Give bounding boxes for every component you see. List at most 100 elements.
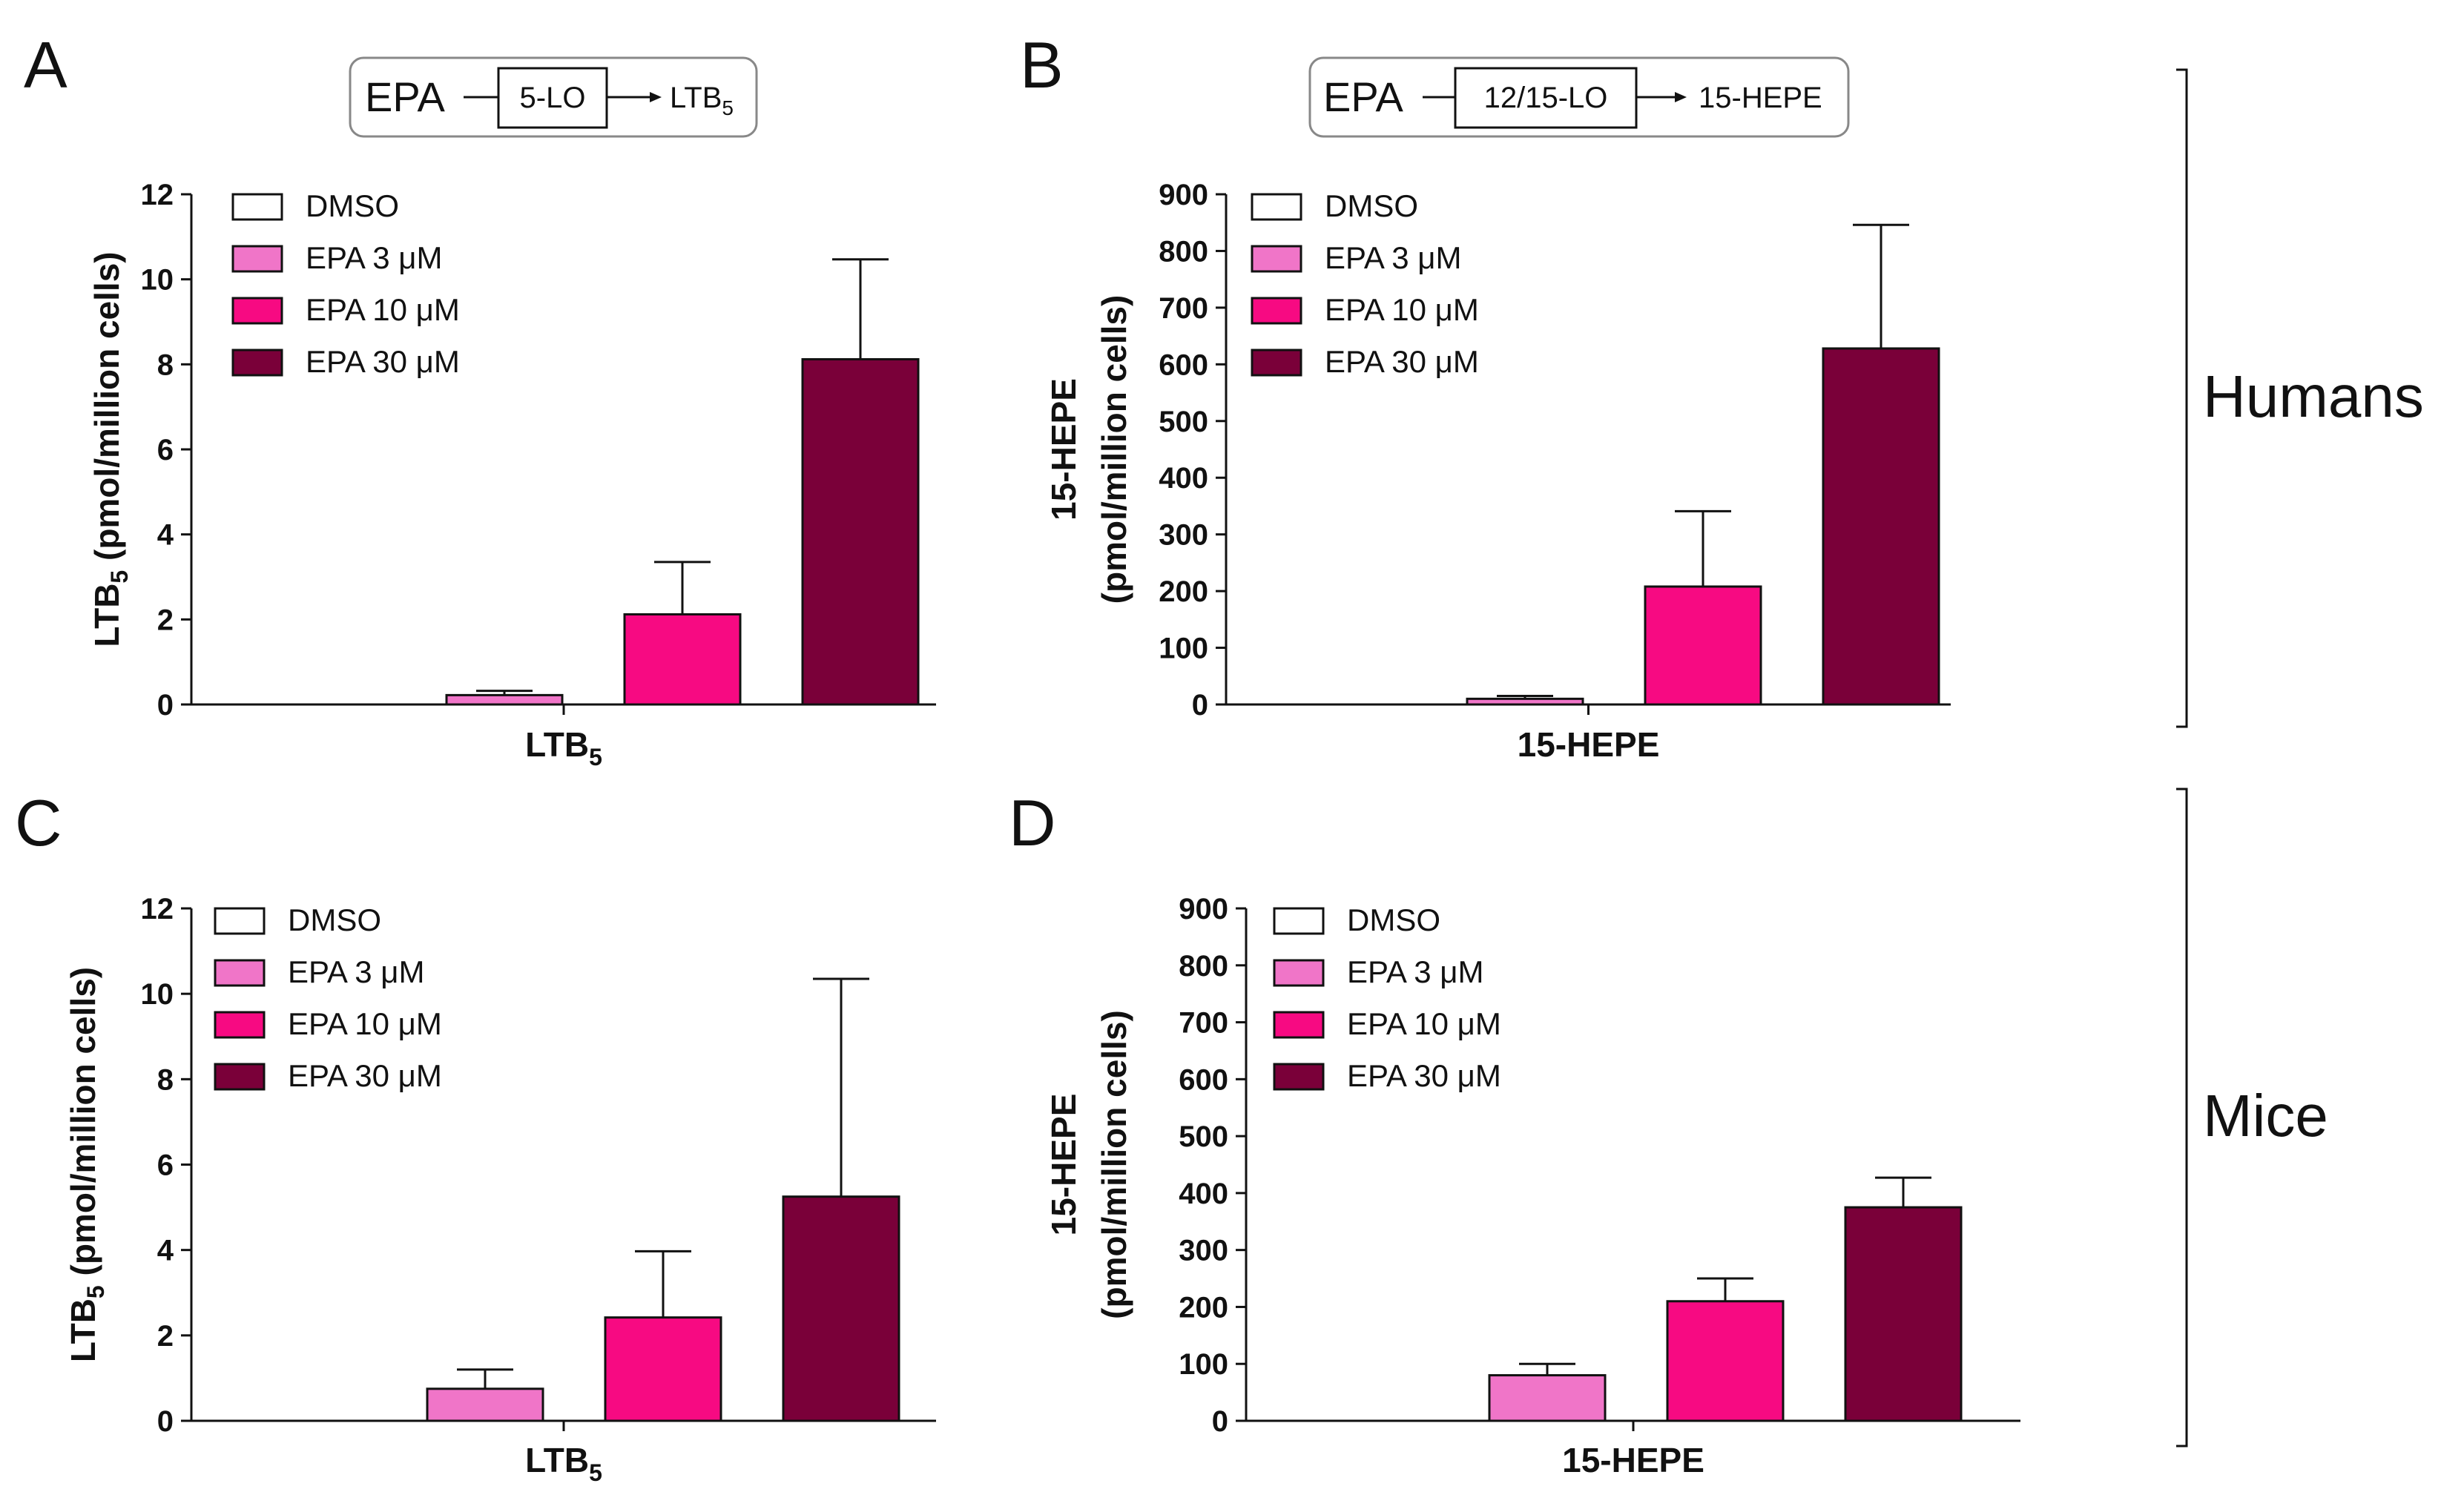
legend-swatch	[1273, 907, 1325, 935]
y-tick-label: 6	[157, 434, 174, 466]
x-axis-label: LTB5	[525, 725, 602, 770]
y-tick-label: 0	[1212, 1405, 1228, 1438]
y-axis-label: 15-HEPE	[1044, 378, 1083, 521]
legend-swatch	[1273, 1011, 1325, 1039]
y-tick-label: 300	[1159, 519, 1208, 552]
legend-label: EPA 3 μM	[1325, 240, 1462, 275]
scheme-a-substrate: EPA	[365, 73, 446, 120]
y-tick-label: 500	[1159, 406, 1208, 438]
legend-swatch	[231, 297, 283, 325]
y-tick-label: 600	[1159, 349, 1208, 381]
chart-panel-b: B 0 100 200 300 400 500 600 700 800 900 15-HEPE 15-H…	[1020, 28, 1951, 764]
legend-swatch	[1251, 193, 1302, 221]
y-axis-label-main: 15-HEPE	[1044, 378, 1083, 521]
legend-swatch	[231, 349, 283, 377]
legend-swatch	[214, 1063, 266, 1091]
y-tick-label: 700	[1179, 1007, 1228, 1040]
y-axis-label: 15-HEPE	[1044, 1094, 1083, 1236]
scheme-b-product: 15-HEPE	[1699, 82, 1822, 114]
y-axis-label-main: (pmol/million cells)	[1095, 295, 1133, 604]
pathway-scheme-b: EPA 12/15-LO 15-HEPE	[1308, 56, 1850, 138]
bar-3	[1844, 1206, 1963, 1422]
y-tick-label: 8	[157, 1063, 174, 1096]
bar-2	[1666, 1300, 1785, 1422]
legend-label: EPA 30 μM	[288, 1058, 442, 1093]
y-axis-label: LTB5 (pmol/million cells)	[88, 251, 133, 647]
y-tick-label: 400	[1159, 462, 1208, 495]
legend-label: EPA 10 μM	[306, 292, 460, 327]
x-axis-label-main: LTB	[525, 1441, 589, 1479]
scheme-a-product-sub: 5	[722, 96, 734, 119]
scheme-b-enzyme: 12/15-LO	[1484, 82, 1608, 114]
panel-letter-b: B	[1020, 28, 1064, 102]
y-axis-label-main: LTB	[64, 1298, 102, 1362]
bar-3	[782, 1195, 900, 1422]
y-axis-label-sub: 5	[82, 1285, 109, 1298]
legend-swatch	[231, 193, 283, 221]
panel-letter-d: D	[1009, 786, 1056, 859]
legend-swatch	[1273, 1063, 1325, 1091]
legend-label: EPA 10 μM	[288, 1006, 442, 1041]
x-axis-label: 15-HEPE	[1562, 1441, 1704, 1479]
bar-2	[604, 1316, 722, 1422]
legend-label: DMSO	[288, 902, 381, 937]
legend-swatch	[1251, 297, 1302, 325]
legend-label: EPA 3 μM	[1347, 954, 1484, 989]
legend-swatch	[1251, 349, 1302, 377]
y-tick-label: 800	[1179, 950, 1228, 983]
legend-label: EPA 3 μM	[288, 954, 425, 989]
bar-2	[1644, 585, 1762, 706]
x-axis-label: 15-HEPE	[1518, 725, 1660, 764]
x-axis-label-main: LTB	[525, 725, 589, 764]
y-tick-label: 10	[141, 978, 174, 1011]
species-bracket-humans: Humans	[2176, 68, 2424, 728]
legend-swatch	[1251, 245, 1302, 273]
species-label-humans: Humans	[2203, 363, 2424, 429]
legend-swatch	[214, 907, 266, 935]
legend-label: EPA 30 μM	[1347, 1058, 1501, 1093]
legend-label: DMSO	[1325, 188, 1418, 223]
y-tick-label: 12	[141, 893, 174, 925]
scheme-a-product-main: LTB	[670, 82, 722, 114]
y-tick-label: 600	[1179, 1063, 1228, 1096]
panel-letter-c: C	[15, 786, 62, 859]
legend-label: EPA 3 μM	[306, 240, 443, 275]
legend-label: EPA 10 μM	[1347, 1006, 1501, 1041]
y-tick-label: 12	[141, 179, 174, 211]
y-tick-label: 4	[157, 1235, 174, 1267]
y-tick-label: 0	[157, 689, 174, 722]
y-tick-label: 6	[157, 1149, 174, 1182]
y-axis-label-main: 15-HEPE	[1044, 1094, 1083, 1236]
bar-3	[801, 357, 920, 706]
bar-2	[623, 613, 742, 706]
scheme-b-substrate: EPA	[1323, 73, 1404, 120]
legend-swatch	[214, 1011, 266, 1039]
y-axis-label-main: (pmol/million cells)	[1095, 1010, 1133, 1319]
y-tick-label: 400	[1179, 1178, 1228, 1210]
y-axis-label: LTB5 (pmol/million cells)	[64, 967, 109, 1362]
y-axis-label-sub: 5	[106, 570, 133, 584]
y-tick-label: 2	[157, 1320, 174, 1353]
y-axis-label: (pmol/million cells)	[1095, 295, 1133, 604]
y-tick-label: 300	[1179, 1235, 1228, 1267]
x-axis-label-main: 15-HEPE	[1518, 725, 1660, 764]
bar-1	[1466, 697, 1584, 706]
legend-swatch	[214, 959, 266, 987]
y-tick-label: 700	[1159, 292, 1208, 325]
bar-3	[1822, 347, 1940, 706]
y-tick-label: 0	[1192, 689, 1208, 722]
y-tick-label: 500	[1179, 1120, 1228, 1153]
species-bracket-mice: Mice	[2176, 788, 2328, 1448]
legend-label: DMSO	[1347, 902, 1440, 937]
x-axis-label-sub: 5	[589, 1459, 602, 1486]
pathway-scheme-a: EPA 5-LO LTB5	[349, 56, 758, 138]
scheme-a-enzyme: 5-LO	[520, 82, 586, 114]
panel-letter-a: A	[24, 28, 67, 102]
y-tick-label: 900	[1179, 893, 1228, 925]
y-axis-label-main: LTB	[88, 584, 126, 647]
y-tick-label: 4	[157, 519, 174, 552]
bar-1	[445, 693, 564, 706]
